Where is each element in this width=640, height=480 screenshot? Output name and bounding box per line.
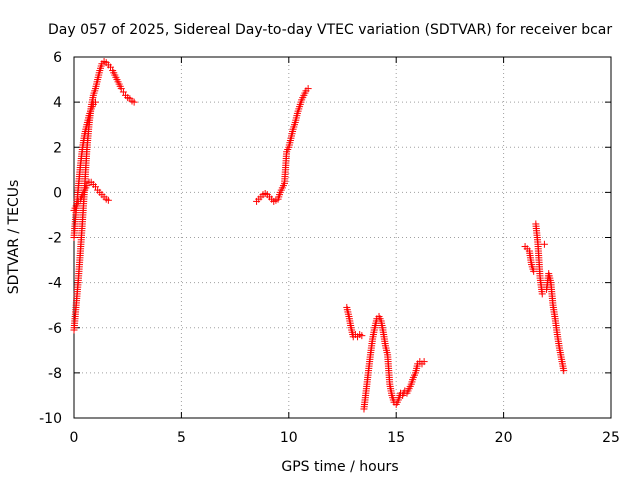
- y-tick-label: 6: [53, 50, 62, 66]
- grid: [74, 57, 611, 418]
- data-point: [130, 98, 138, 106]
- data-point: [530, 267, 538, 275]
- x-tick-label: 10: [280, 430, 298, 446]
- y-tick-label: -2: [48, 231, 62, 247]
- x-tick-label: 20: [495, 430, 513, 446]
- data-point: [540, 240, 548, 248]
- x-tick-label: 0: [70, 430, 79, 446]
- data-points: [70, 58, 568, 413]
- y-tick-label: -10: [39, 411, 62, 427]
- y-tick-label: -8: [48, 366, 62, 382]
- y-tick-label: -4: [48, 276, 62, 292]
- data-point: [358, 332, 366, 340]
- x-axis-label: GPS time / hours: [281, 459, 398, 475]
- data-point: [104, 196, 112, 204]
- chart-title: Day 057 of 2025, Sidereal Day-to-day VTE…: [48, 22, 612, 38]
- data-point: [91, 98, 99, 106]
- x-tick-label: 15: [387, 430, 405, 446]
- y-tick-label: 0: [53, 185, 62, 201]
- data-point: [538, 290, 546, 298]
- x-tick-label: 25: [602, 430, 620, 446]
- y-tick-label: 2: [53, 140, 62, 156]
- data-point: [420, 358, 428, 366]
- data-point: [304, 85, 312, 93]
- axis-ticks: 0 5 10 15 20 25 -10 -8 -6 -4 -2 0 2 4 6: [39, 50, 620, 446]
- y-axis-label: SDTVAR / TECUs: [6, 180, 22, 295]
- y-tick-label: -6: [48, 321, 62, 337]
- x-tick-label: 5: [177, 430, 186, 446]
- data-point: [560, 367, 568, 375]
- y-tick-label: 4: [53, 95, 62, 111]
